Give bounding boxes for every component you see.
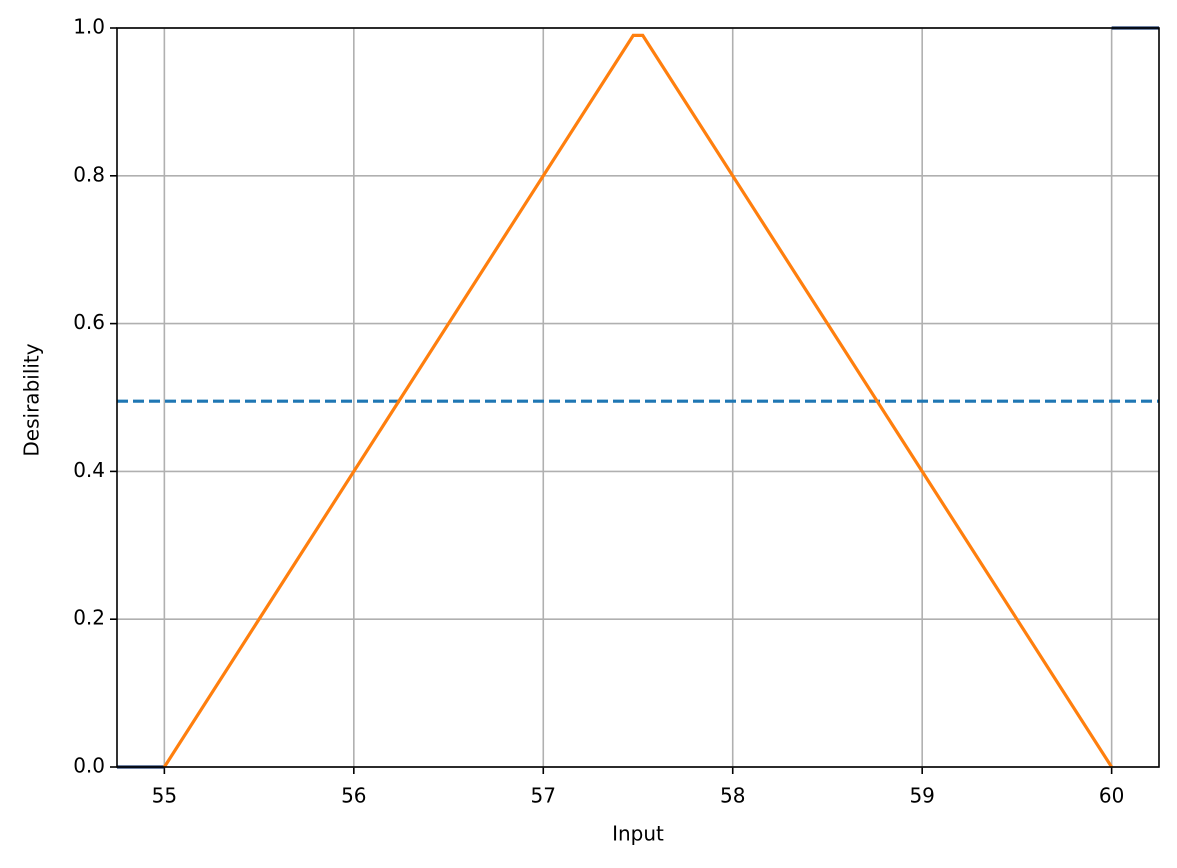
y-tick-label: 0.4 [73,458,105,482]
x-tick-label: 57 [531,784,556,808]
x-tick-label: 55 [152,784,177,808]
y-tick-label: 0.2 [73,606,105,630]
y-tick-label: 0.8 [73,162,105,186]
plot-frame [116,27,1160,768]
y-tick-label: 1.0 [73,15,105,39]
series-line [117,26,1159,769]
x-tick-label: 59 [909,784,934,808]
y-tick-label: 0.0 [73,754,105,778]
y-tick-label: 0.6 [73,310,105,334]
series-line [163,33,1113,768]
x-tick-label: 56 [341,784,366,808]
x-tick-label: 60 [1099,784,1124,808]
x-axis-label: Input [612,822,664,846]
y-axis-label: Desirability [20,343,44,456]
x-tick-label: 58 [720,784,745,808]
